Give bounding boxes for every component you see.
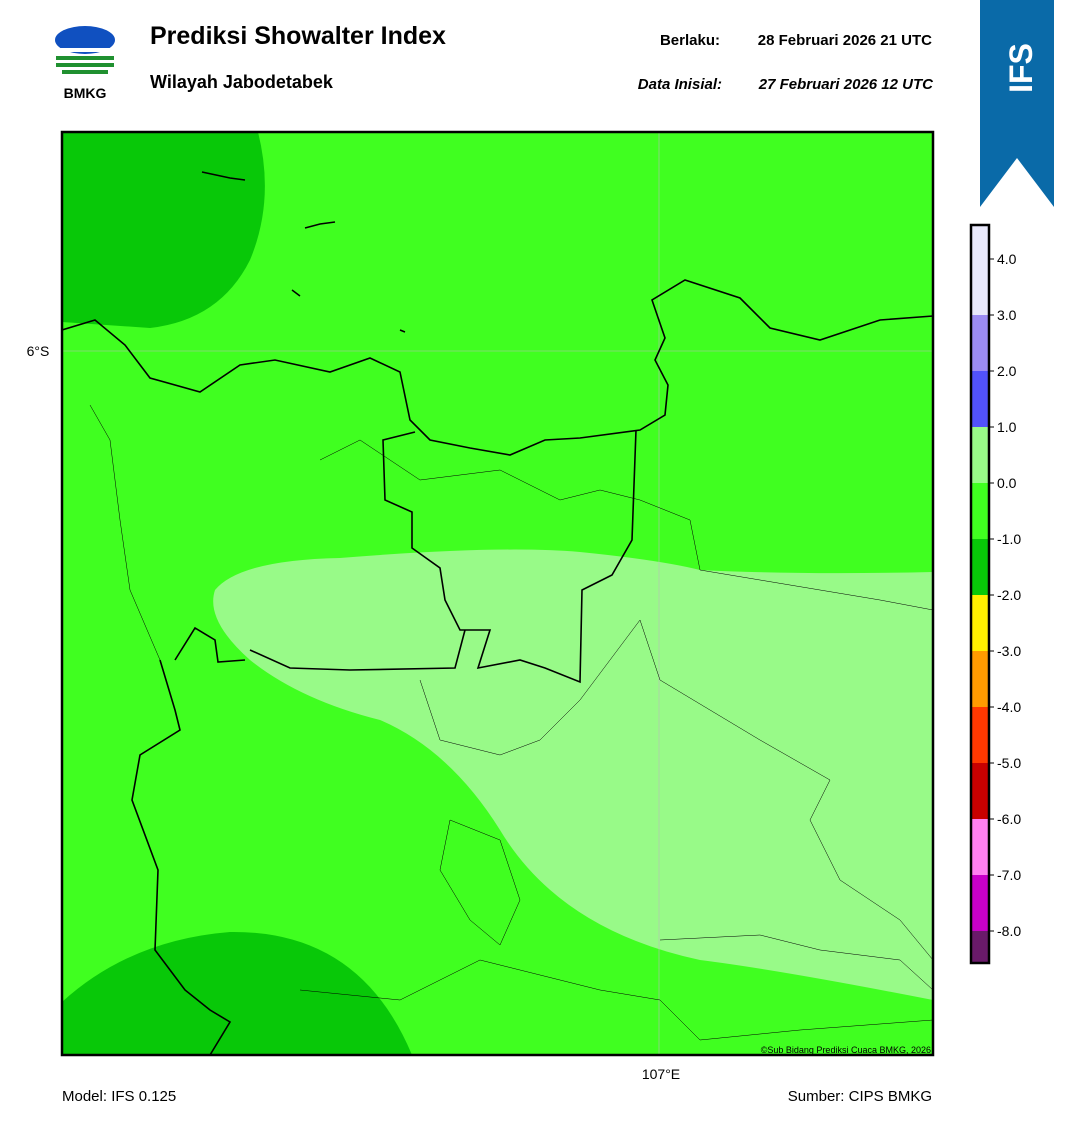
map: 6°S 107°E ©Sub Bidang Prediksi Cuaca BMK… xyxy=(27,130,935,1082)
colorbar-segment xyxy=(971,225,989,315)
colorbar-label: 4.0 xyxy=(997,251,1017,267)
colorbar-label: -2.0 xyxy=(997,587,1021,603)
colorbar-label: -3.0 xyxy=(997,643,1021,659)
colorbar-label: 1.0 xyxy=(997,419,1017,435)
valid-time: 28 Februari 2026 21 UTC xyxy=(758,32,932,49)
colorbar-label: -6.0 xyxy=(997,811,1021,827)
valid-label: Berlaku: xyxy=(660,32,720,49)
lat-label: 6°S xyxy=(27,343,50,359)
colorbar-segment xyxy=(971,875,989,931)
subtitle: Wilayah Jabodetabek xyxy=(150,72,334,92)
colorbar-segment xyxy=(971,315,989,371)
colorbar-label: -4.0 xyxy=(997,699,1021,715)
credit: ©Sub Bidang Prediksi Cuaca BMKG, 2026 xyxy=(761,1045,931,1055)
colorbar-segment xyxy=(971,819,989,875)
lon-label: 107°E xyxy=(642,1066,680,1082)
colorbar-label: 0.0 xyxy=(997,475,1017,491)
colorbar-label: 3.0 xyxy=(997,307,1017,323)
init-label: Data Inisial: xyxy=(638,76,722,93)
banner xyxy=(980,0,1054,207)
colorbar-label: -8.0 xyxy=(997,923,1021,939)
colorbar-segment xyxy=(971,371,989,427)
banner-text: IFS xyxy=(1003,43,1039,93)
colorbar-segment xyxy=(971,763,989,819)
colorbar-segment xyxy=(971,539,989,595)
colorbar-frame xyxy=(969,223,991,965)
colorbar-segment xyxy=(971,707,989,763)
colorbar-label: -5.0 xyxy=(997,755,1021,771)
colorbar-segment xyxy=(971,651,989,707)
colorbar-label: 2.0 xyxy=(997,363,1017,379)
colorbar-segment xyxy=(971,595,989,651)
source: Sumber: CIPS BMKG xyxy=(788,1088,932,1105)
title: Prediksi Showalter Index xyxy=(150,22,446,50)
colorbar-segment xyxy=(971,427,989,483)
model: Model: IFS 0.125 xyxy=(62,1088,176,1105)
init-time: 27 Februari 2026 12 UTC xyxy=(758,76,934,93)
colorbar-label: -7.0 xyxy=(997,867,1021,883)
colorbar-segment xyxy=(971,931,989,963)
colorbar-label: -1.0 xyxy=(997,531,1021,547)
logo-text: BMKG xyxy=(64,85,107,101)
colorbar-segment xyxy=(971,483,989,539)
logo: BMKG xyxy=(55,26,115,101)
colorbar: 4.0 3.0 2.0 1.0 0.0 -1.0 -2.0 -3.0 -4.0 -5.0 -6.0 -… xyxy=(969,223,1021,965)
